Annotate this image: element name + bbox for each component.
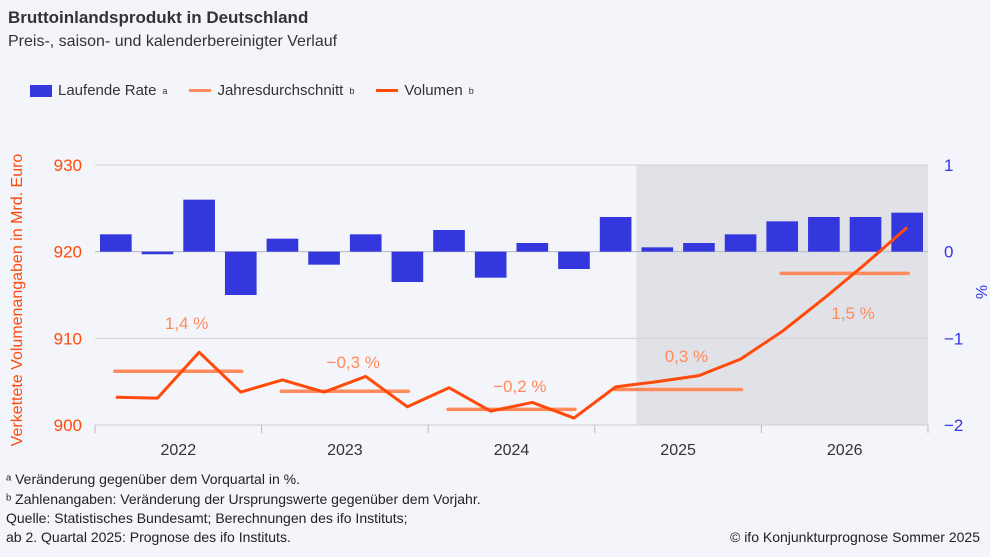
volumen-line [115,226,909,420]
jahresdurchschnitt-label: −0,3 % [327,353,380,372]
legend-label: Jahresdurchschnitt [217,82,344,99]
footnote-source: Quelle: Statistisches Bundesamt; Berechn… [6,510,408,526]
bar-laufende-rate [99,234,132,252]
jahresdurchschnitt-label: 1,5 % [831,304,874,323]
bar-laufende-rate [766,221,799,252]
bar-laufende-rate [183,199,215,252]
y-axis-right-label: % [972,285,989,299]
y-left-tick-label: 910 [54,329,82,348]
x-tick-label: 2024 [494,442,530,459]
y-right-tick-label: 0 [944,243,953,262]
legend-label: Laufende Rate [58,82,157,99]
bar-laufende-rate [266,238,299,252]
bar-laufende-rate [349,234,382,252]
bar-laufende-rate [224,251,257,295]
forecast-shading [636,165,928,425]
legend: Laufende Rate a Jahresdurchschnitt b Volum… [30,82,474,99]
bar-laufende-rate [641,247,674,252]
y-left-tick-label: 930 [54,156,82,175]
legend-label: Volumen [404,82,463,99]
bar-laufende-rate [516,243,549,252]
bar-laufende-rate [849,217,882,252]
bar-laufende-rate [558,251,590,269]
legend-item-jahresdurchschnitt: Jahresdurchschnitt b [189,82,354,99]
bar-laufende-rate [391,251,424,282]
bar-laufende-rate [683,243,715,252]
legend-item-volumen: Volumen b [376,82,474,99]
bar-laufende-rate [433,230,465,252]
y-left-tick-label: 900 [54,416,82,435]
jahresdurchschnitt-label: 1,4 % [165,314,208,333]
footnote-forecast: ab 2. Quartal 2025: Prognose des ifo Ins… [6,529,291,545]
legend-swatch-bar [30,84,52,97]
x-tick-label: 2026 [827,442,863,459]
bar-laufende-rate [308,251,340,265]
footnote-a: ᵃ Veränderung gegenüber dem Vorquartal i… [6,471,300,487]
bar-laufende-rate [599,217,632,252]
jahresdurchschnitt-label: −0,2 % [493,377,546,396]
y-right-tick-label: −1 [944,329,963,348]
bar-laufende-rate [808,217,840,252]
jahresdurchschnitt-label: 0,3 % [665,347,708,366]
y-right-tick-label: 1 [944,156,953,175]
bar-laufende-rate [891,212,924,252]
y-axis-left-label: Verkettete Volumenangaben in Mrd. Euro [9,154,26,447]
x-tick-label: 2025 [660,442,696,459]
legend-item-laufende-rate: Laufende Rate a [30,82,167,99]
bar-laufende-rate [724,234,757,252]
y-left-tick-label: 920 [54,243,82,262]
legend-swatch-line [376,89,399,92]
footnote-b: ᵇ Zahlenangaben: Veränderung der Ursprun… [6,491,481,507]
copyright: © ifo Konjunkturprognose Sommer 2025 [729,529,980,545]
chart-subtitle: Preis-, saison- und kalenderbereinigter … [8,33,338,50]
y-right-tick-label: −2 [944,416,963,435]
chart-title: Bruttoinlandsprodukt in Deutschland [8,8,309,27]
bar-laufende-rate [141,251,174,255]
x-tick-label: 2022 [161,442,197,459]
legend-sup: b [349,85,355,96]
bar-laufende-rate [474,251,507,278]
legend-swatch-line [189,89,212,92]
legend-sup: b [468,85,474,96]
x-tick-label: 2023 [327,442,363,459]
legend-sup: a [162,85,168,96]
